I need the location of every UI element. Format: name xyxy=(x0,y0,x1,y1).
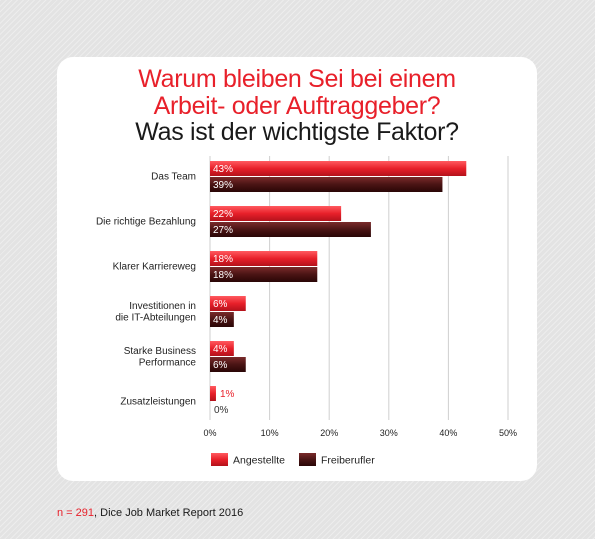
category-label: Klarer Karriereweg xyxy=(113,262,196,273)
source-text: , Dice Job Market Report 2016 xyxy=(94,507,244,519)
chart-title-line-1: Warum bleiben Sei bei einem xyxy=(138,65,456,93)
bar-angestellte xyxy=(210,161,467,176)
bar-angestellte xyxy=(210,206,342,221)
category-label: Das Team xyxy=(151,172,196,183)
x-tick-label: 30% xyxy=(380,428,398,438)
x-tick-label: 20% xyxy=(320,428,338,438)
data-label: 6% xyxy=(213,360,228,371)
data-label: 1% xyxy=(220,389,235,400)
data-label: 39% xyxy=(213,180,233,191)
x-tick-label: 0% xyxy=(203,428,216,438)
sample-size: n = 291 xyxy=(57,507,95,519)
bar-angestellte xyxy=(210,296,246,311)
category-label: Zusatzleistungen xyxy=(120,397,196,408)
bar-angestellte xyxy=(210,386,216,401)
bar-freiberufler xyxy=(210,357,246,372)
data-label: 6% xyxy=(213,299,228,310)
category-label: Starke Business xyxy=(124,346,196,357)
category-label: Performance xyxy=(139,357,197,368)
x-tick-label: 40% xyxy=(439,428,457,438)
bar-angestellte xyxy=(210,341,234,356)
data-label: 22% xyxy=(213,209,233,220)
data-label: 0% xyxy=(214,405,229,416)
bar-angestellte xyxy=(210,251,318,266)
legend-freiberufler-swatch xyxy=(299,453,316,466)
legend-angestellte-swatch xyxy=(211,453,228,466)
legend-angestellte-label: Angestellte xyxy=(233,455,285,467)
data-label: 4% xyxy=(213,315,228,326)
category-label: die IT-Abteilungen xyxy=(115,312,196,323)
category-label: Investitionen in xyxy=(129,301,196,312)
chart-title-line-2: Arbeit- oder Auftraggeber? xyxy=(153,92,441,120)
data-label: 18% xyxy=(213,270,233,281)
data-label: 43% xyxy=(213,164,233,175)
bar-freiberufler xyxy=(210,222,371,237)
x-tick-label: 10% xyxy=(261,428,279,438)
bar-freiberufler xyxy=(210,177,443,192)
bar-freiberufler xyxy=(210,267,318,282)
bar-freiberufler xyxy=(210,312,234,327)
chart-subtitle: Was ist der wichtigste Faktor? xyxy=(135,118,459,146)
data-label: 18% xyxy=(213,254,233,265)
x-tick-label: 50% xyxy=(499,428,517,438)
legend-freiberufler-label: Freiberufler xyxy=(321,455,375,467)
data-label: 4% xyxy=(213,344,228,355)
source-note: n = 291, Dice Job Market Report 2016 xyxy=(57,507,243,519)
data-label: 27% xyxy=(213,225,233,236)
category-label: Die richtige Bezahlung xyxy=(96,217,196,228)
